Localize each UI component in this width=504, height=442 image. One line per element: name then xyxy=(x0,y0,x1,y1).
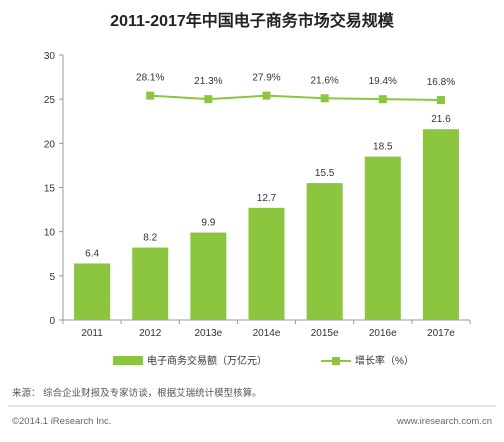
bar xyxy=(74,263,111,320)
x-tick-label: 2015e xyxy=(311,328,339,339)
bar-value-label: 18.5 xyxy=(373,142,393,153)
bar-value-label: 21.6 xyxy=(431,114,451,125)
bar xyxy=(364,156,401,320)
y-tick-label: 5 xyxy=(49,272,55,283)
growth-value-label: 19.4% xyxy=(369,76,397,87)
y-tick-label: 30 xyxy=(44,51,56,62)
legend-bar-label: 电子商务交易额（万亿元） xyxy=(147,354,267,367)
website: www.iresearch.com.cn xyxy=(396,416,492,427)
growth-marker xyxy=(378,95,387,104)
x-tick-label: 2013e xyxy=(194,328,222,339)
y-tick-label: 20 xyxy=(44,139,56,150)
bar xyxy=(132,247,169,320)
legend: 电子商务交易额（万亿元） 增长率（%） xyxy=(113,354,414,367)
bar-value-label: 12.7 xyxy=(257,193,277,204)
growth-marker xyxy=(204,95,213,104)
bar-value-label: 8.2 xyxy=(143,233,157,244)
growth-line xyxy=(150,94,441,102)
x-tick-label: 2017e xyxy=(427,328,455,339)
y-tick-label: 25 xyxy=(44,95,56,106)
growth-marker xyxy=(436,96,445,105)
legend-bar-swatch xyxy=(113,356,143,365)
growth-value-label: 21.6% xyxy=(310,75,338,86)
bar xyxy=(248,207,285,320)
x-tick-label: 2016e xyxy=(369,328,397,339)
y-tick-label: 15 xyxy=(44,184,56,195)
growth-marker xyxy=(320,94,329,103)
growth-value-label: 21.3% xyxy=(194,76,222,87)
growth-value-label: 28.1% xyxy=(136,73,164,84)
growth-marker xyxy=(262,91,271,100)
plot-area: 0 5 10 15 20 25 30 6.4 2011 8.2 2012 9.9 2013e 12.7 20… xyxy=(44,51,471,339)
bar-value-label: 6.4 xyxy=(85,248,99,259)
growth-value-label: 16.8% xyxy=(427,77,455,88)
bar xyxy=(190,232,227,320)
bar-value-label: 9.9 xyxy=(201,218,215,229)
x-tick-label: 2014e xyxy=(253,328,281,339)
bar-value-label: 15.5 xyxy=(315,168,335,179)
legend-line-label: 增长率（%） xyxy=(355,354,414,367)
growth-marker xyxy=(146,91,155,100)
growth-value-label: 27.9% xyxy=(252,73,280,84)
copyright: ©2014.1 iResearch Inc. xyxy=(12,416,111,427)
bar xyxy=(422,129,459,320)
source-note: 来源： 综合企业财报及专家访谈，根据艾瑞统计模型核算。 xyxy=(12,387,262,399)
legend-line-marker xyxy=(332,357,340,365)
chart-title: 2011-2017年中国电子商务市场交易规模 xyxy=(110,11,395,30)
x-tick-label: 2012 xyxy=(139,328,162,339)
y-tick-label: 0 xyxy=(49,316,55,327)
x-tick-label: 2011 xyxy=(81,328,103,339)
y-tick-label: 10 xyxy=(44,228,56,239)
bar xyxy=(306,183,343,320)
